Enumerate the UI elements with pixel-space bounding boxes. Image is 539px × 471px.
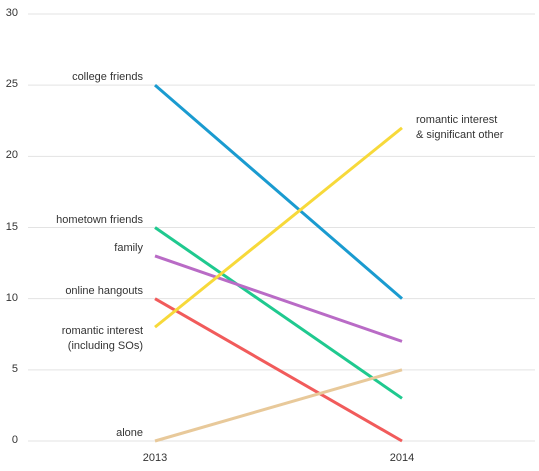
series-label: college friends: [72, 71, 143, 84]
slope-line: [154, 84, 403, 300]
y-tick-label: 25: [5, 78, 18, 91]
series-label: family: [114, 241, 143, 254]
y-tick-label: 20: [5, 149, 18, 162]
series-label: romantic interest (including SOs): [61, 325, 143, 353]
slope-line: [154, 297, 403, 443]
series-label: online hangouts: [65, 284, 143, 297]
y-tick-label: 0: [11, 434, 18, 446]
series-label: hometown friends: [56, 213, 143, 226]
slope-line: [154, 254, 403, 343]
slope-line: [154, 368, 403, 443]
x-tick-label: 2013: [142, 452, 168, 464]
series-label: alone: [116, 427, 143, 439]
y-tick-label: 5: [11, 362, 18, 375]
y-tick-label: 10: [5, 291, 18, 304]
slope-line: [154, 226, 403, 400]
slope-line: [154, 126, 403, 329]
y-tick-label: 15: [5, 220, 18, 233]
series-end-label: romantic interest & significant other: [416, 113, 504, 141]
y-tick-label: 30: [5, 7, 18, 19]
x-tick-label: 2014: [389, 452, 415, 464]
